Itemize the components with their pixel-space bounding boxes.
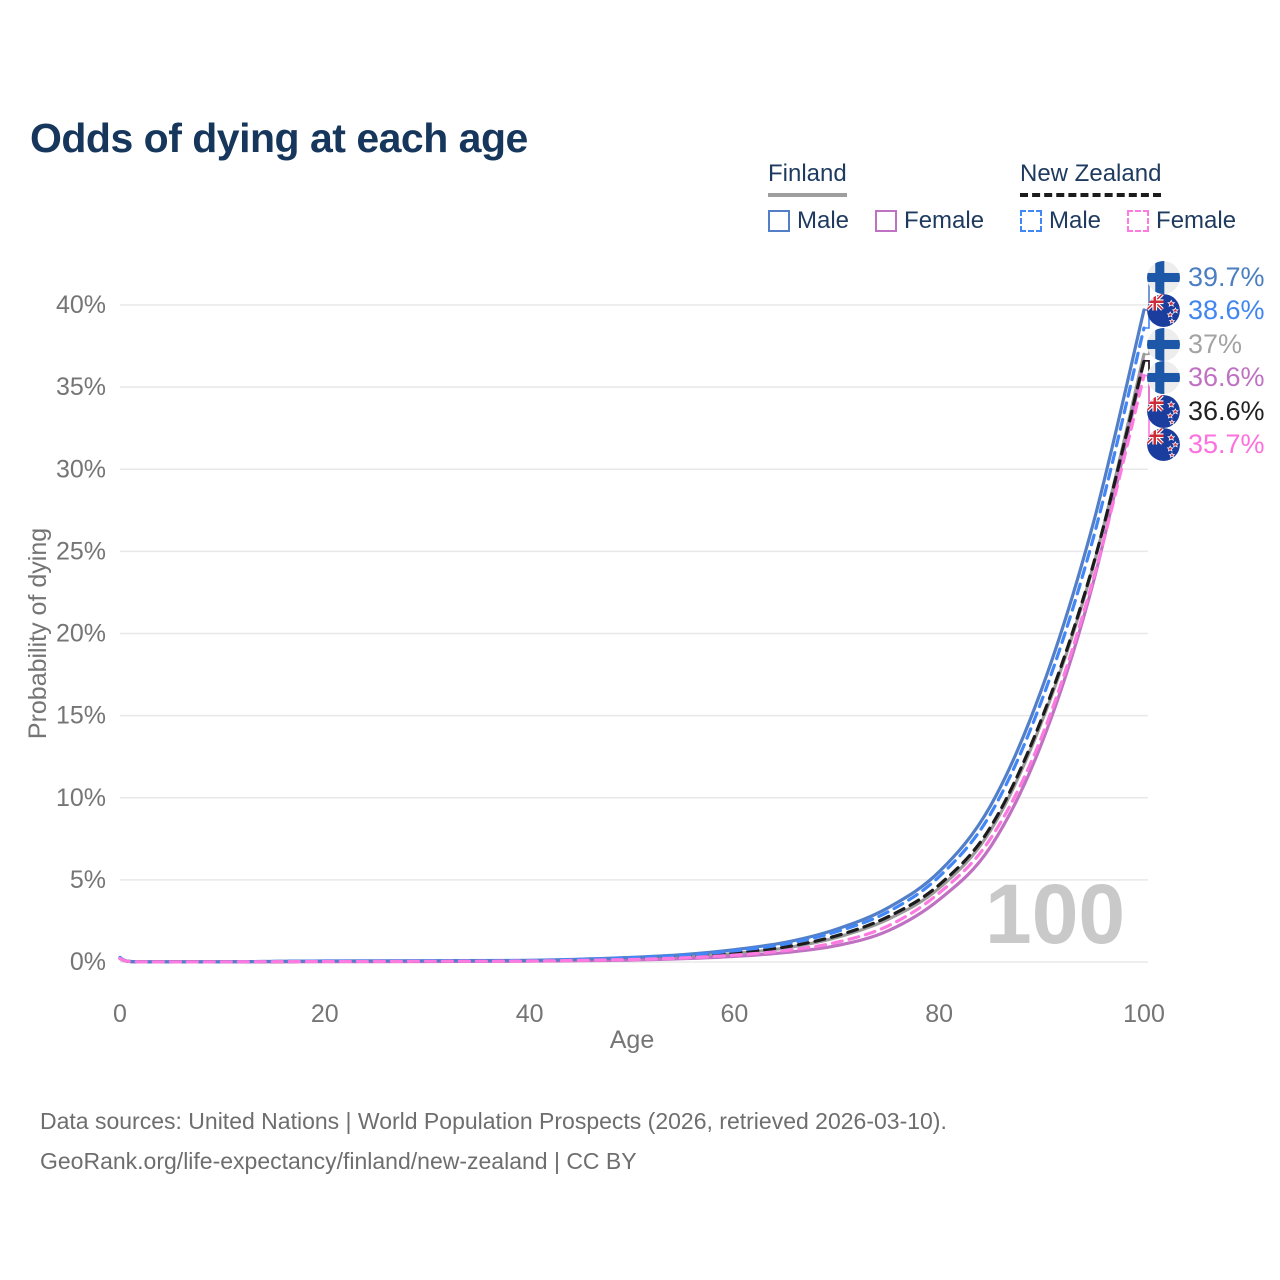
new-zealand-flag-icon <box>1147 428 1180 461</box>
end-value-text: 38.6% <box>1188 295 1265 325</box>
page-title: Odds of dying at each age <box>30 115 528 162</box>
attribution-link-text[interactable]: GeoRank.org/life-expectancy/finland/new-… <box>40 1148 637 1174</box>
legend-group-finland: Finland Male Female <box>768 160 984 235</box>
legend-new-zealand-female[interactable]: Female <box>1127 207 1236 235</box>
new-zealand-flag-icon <box>1147 294 1180 327</box>
finland-flag-icon <box>1147 327 1180 361</box>
end-label-new-zealand-total[interactable]: 36.6% <box>1147 394 1265 428</box>
end-label-finland-total[interactable]: 37% <box>1147 327 1242 361</box>
series-line-new-zealand-female[interactable] <box>118 374 1146 964</box>
x-tick-label: 80 <box>925 1000 953 1028</box>
legend-finland-female[interactable]: Female <box>875 207 984 235</box>
y-tick-label: 40% <box>56 291 106 319</box>
series-line-finland-male[interactable] <box>118 308 1146 964</box>
finland-flag-icon <box>1147 260 1180 294</box>
x-tick-label: 60 <box>720 1000 748 1028</box>
y-tick-label: 35% <box>56 373 106 401</box>
legend-new-zealand-title[interactable]: New Zealand <box>1020 160 1162 197</box>
end-value-text: 37% <box>1188 328 1243 359</box>
end-value-text: 35.7% <box>1188 429 1265 459</box>
finland-flag-icon <box>1147 361 1180 394</box>
y-tick-label: 30% <box>56 455 106 483</box>
y-tick-label: 20% <box>56 620 106 648</box>
y-tick-label: 5% <box>70 866 106 894</box>
x-axis-title: Age <box>610 1026 654 1054</box>
data-sources-text: Data sources: United Nations | World Pop… <box>40 1108 947 1134</box>
end-value-text: 36.6% <box>1188 362 1265 392</box>
end-label-finland-male[interactable]: 39.7% <box>1147 260 1265 294</box>
y-tick-label: 10% <box>56 784 106 812</box>
end-value-text: 39.7% <box>1188 261 1265 292</box>
end-label-finland-female[interactable]: 36.6% <box>1147 361 1265 395</box>
finland-female-swatch-icon <box>875 210 898 232</box>
end-value-text: 36.6% <box>1188 395 1265 426</box>
y-tick-label: 15% <box>56 702 106 730</box>
x-tick-label: 20 <box>311 1000 339 1028</box>
x-tick-label: 100 <box>1123 1000 1165 1028</box>
age-watermark: 100 <box>985 867 1126 961</box>
legend-finland-male[interactable]: Male <box>768 207 849 235</box>
y-tick-label: 25% <box>56 537 106 565</box>
legend-label: Female <box>904 207 985 234</box>
series-line-new-zealand-male[interactable] <box>118 326 1146 964</box>
x-tick-label: 40 <box>516 1000 544 1028</box>
legend-new-zealand-male[interactable]: Male <box>1020 207 1101 235</box>
legend-finland-title[interactable]: Finland <box>768 160 847 197</box>
legend-label: Male <box>797 207 850 234</box>
legend-label: Male <box>1049 207 1102 234</box>
end-label-new-zealand-male[interactable]: 38.6% <box>1147 294 1265 328</box>
x-tick-label: 0 <box>113 1000 127 1028</box>
legend-group-new-zealand: New Zealand Male Female <box>1020 160 1236 235</box>
y-tick-label: 0% <box>70 948 106 976</box>
finland-male-swatch-icon <box>768 210 790 232</box>
y-axis-title: Probability of dying <box>24 528 52 739</box>
new-zealand-male-swatch-icon <box>1020 210 1042 232</box>
legend-label: Female <box>1156 207 1237 234</box>
new-zealand-flag-icon <box>1147 394 1180 428</box>
new-zealand-female-swatch-icon <box>1127 210 1150 232</box>
end-label-new-zealand-female[interactable]: 35.7% <box>1147 428 1265 462</box>
